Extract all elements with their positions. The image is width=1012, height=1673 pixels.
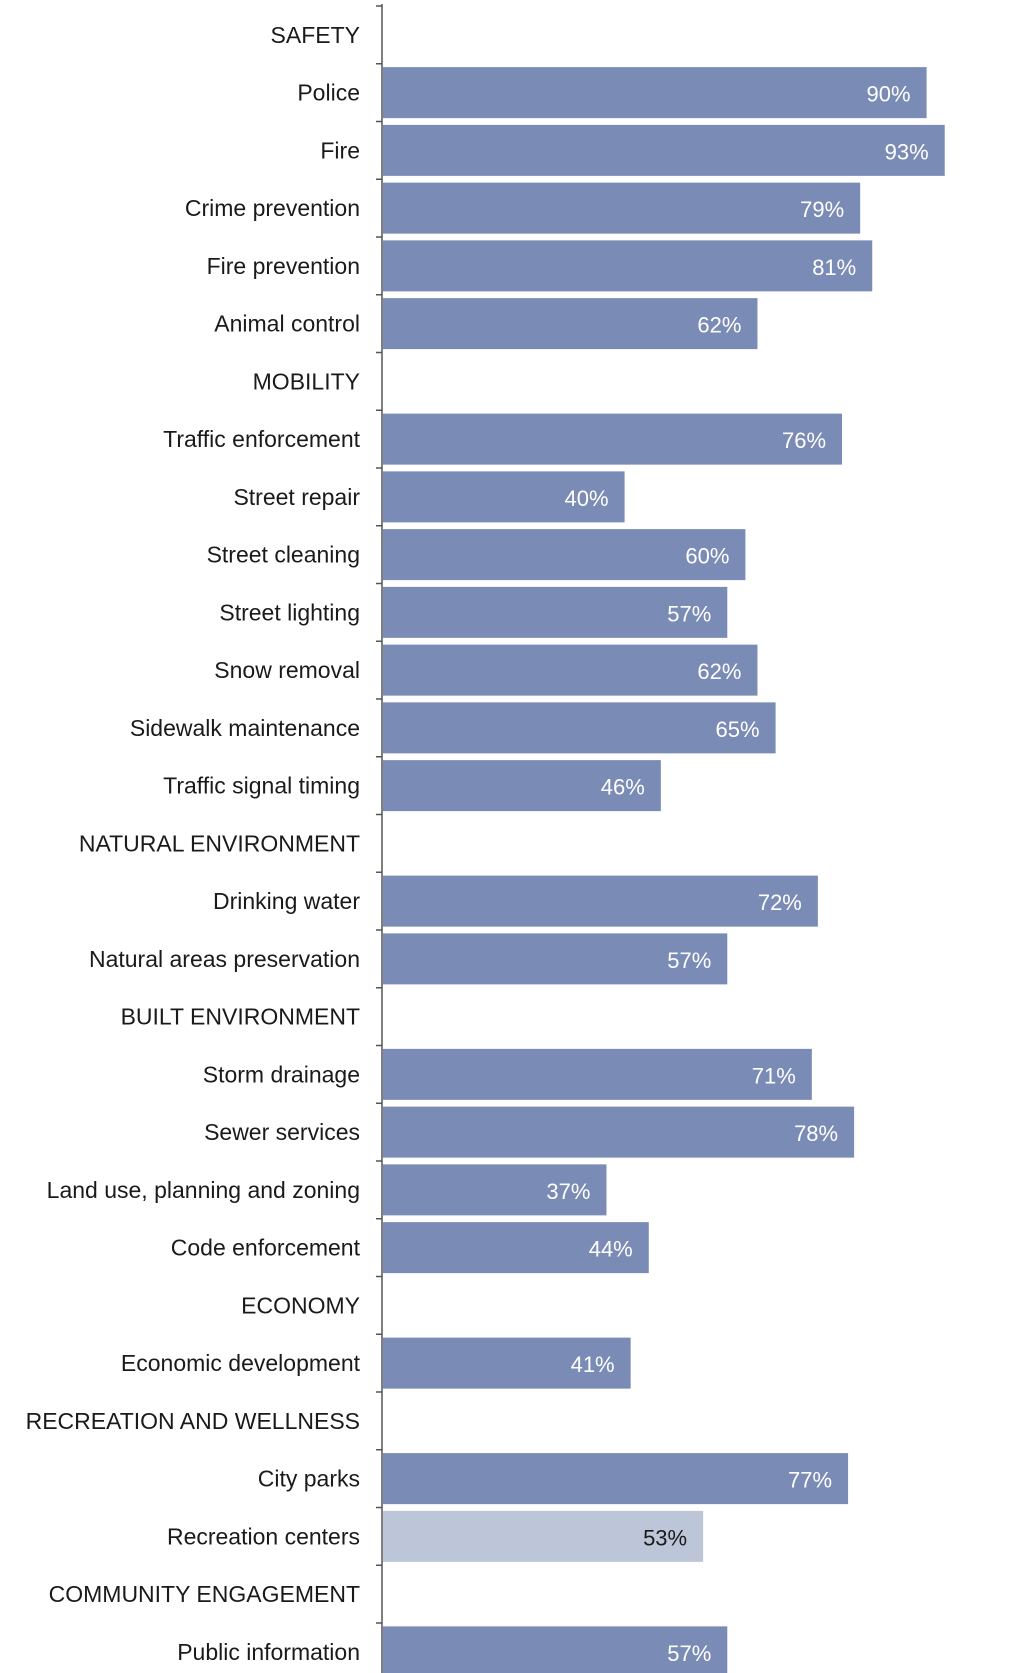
- bar: [383, 413, 843, 465]
- bar: [383, 1626, 728, 1673]
- bar: [383, 1106, 855, 1158]
- category-label: City parks: [258, 1466, 360, 1492]
- category-label: Storm drainage: [203, 1061, 360, 1087]
- category-label: Street lighting: [219, 599, 360, 625]
- bar-value-label: 57%: [667, 601, 711, 626]
- bar-value-label: 62%: [697, 659, 741, 684]
- bar-value-label: 72%: [758, 890, 802, 915]
- category-label: Fire prevention: [207, 253, 360, 279]
- category-label: Sidewalk maintenance: [130, 715, 360, 741]
- category-label: Land use, planning and zoning: [47, 1177, 360, 1203]
- group-header-label: ECONOMY: [241, 1292, 360, 1318]
- category-label: Traffic enforcement: [163, 426, 360, 452]
- bar-value-label: 44%: [589, 1237, 633, 1262]
- bar: [383, 1337, 631, 1389]
- category-label: Drinking water: [213, 888, 360, 914]
- bar-value-label: 40%: [565, 486, 609, 511]
- group-header-label: BUILT ENVIRONMENT: [121, 1004, 360, 1030]
- category-label: Recreation centers: [167, 1523, 360, 1549]
- bar-value-label: 65%: [716, 717, 760, 742]
- bar: [383, 1222, 649, 1274]
- group-header-label: SAFETY: [271, 22, 360, 48]
- bar: [383, 1048, 812, 1100]
- category-label: Animal control: [214, 311, 360, 337]
- category-label: Public information: [177, 1639, 360, 1665]
- bar: [383, 471, 625, 523]
- category-label: Economic development: [121, 1350, 361, 1376]
- category-label: Street repair: [233, 484, 360, 510]
- category-label: Natural areas preservation: [89, 946, 360, 972]
- bar: [383, 182, 861, 234]
- bar-value-label: 41%: [571, 1352, 615, 1377]
- category-label: Code enforcement: [171, 1235, 361, 1261]
- bar: [383, 644, 758, 696]
- bar: [383, 875, 818, 927]
- bar-value-label: 93%: [885, 139, 929, 164]
- bar: [383, 702, 776, 754]
- bar-value-label: 37%: [546, 1179, 590, 1204]
- bar: [383, 298, 758, 350]
- category-label: Crime prevention: [185, 195, 360, 221]
- category-label: Snow removal: [214, 657, 360, 683]
- bar-value-label: 62%: [697, 313, 741, 338]
- category-label: Street cleaning: [207, 542, 360, 568]
- group-header-label: RECREATION AND WELLNESS: [26, 1408, 360, 1434]
- bar-value-label: 77%: [788, 1468, 832, 1493]
- category-label: Sewer services: [204, 1119, 360, 1145]
- bar-value-label: 57%: [667, 948, 711, 973]
- bar-value-label: 57%: [667, 1641, 711, 1666]
- bar: [383, 760, 661, 812]
- bar: [383, 1164, 607, 1216]
- bar-value-label: 76%: [782, 428, 826, 453]
- bar: [383, 67, 927, 119]
- bar-value-label: 78%: [794, 1121, 838, 1146]
- bar-value-label: 53%: [643, 1525, 687, 1550]
- bar: [383, 529, 746, 581]
- bar-value-label: 90%: [867, 82, 911, 107]
- bar: [383, 933, 728, 985]
- bar: [383, 1453, 849, 1505]
- category-label: Police: [297, 80, 360, 106]
- bar-value-label: 46%: [601, 775, 645, 800]
- bar: [383, 586, 728, 638]
- bar: [383, 240, 873, 292]
- group-header-label: MOBILITY: [253, 368, 360, 394]
- bar-value-label: 79%: [800, 197, 844, 222]
- category-label: Traffic signal timing: [163, 773, 360, 799]
- group-header-label: COMMUNITY ENGAGEMENT: [49, 1581, 360, 1607]
- category-label: Fire: [320, 137, 360, 163]
- bar: [383, 1510, 704, 1562]
- bar: [383, 124, 945, 176]
- bar-value-label: 60%: [685, 544, 729, 569]
- group-header-label: NATURAL ENVIRONMENT: [79, 830, 360, 856]
- bar-value-label: 71%: [752, 1063, 796, 1088]
- bar-value-label: 81%: [812, 255, 856, 280]
